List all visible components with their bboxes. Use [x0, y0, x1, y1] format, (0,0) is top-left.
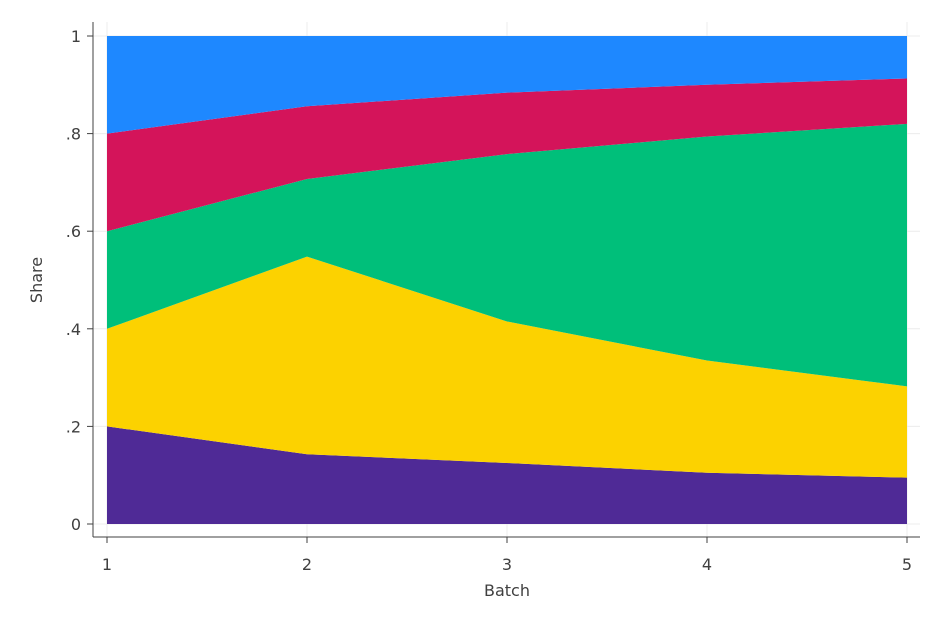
area-series-4 [107, 78, 907, 232]
tick-marks-and-labels: 0 .2 .4 .6 .8 1 1 2 3 4 5 [66, 27, 912, 574]
y-tick-label-5: 1 [71, 27, 81, 46]
y-tick-label-3: .6 [66, 222, 81, 241]
x-tick-label-0: 1 [102, 555, 112, 574]
y-tick-label-2: .4 [66, 320, 81, 339]
x-tick-label-4: 5 [902, 555, 912, 574]
y-tick-label-0: 0 [71, 515, 81, 534]
y-tick-label-1: .2 [66, 417, 81, 436]
area-series-2 [107, 256, 907, 478]
x-axis-title: Batch [484, 581, 530, 600]
x-tick-label-3: 4 [702, 555, 712, 574]
area-series-1 [107, 426, 907, 524]
area-series-3 [107, 123, 907, 387]
y-tick-label-4: .8 [66, 125, 81, 144]
area-series-group [107, 36, 907, 524]
x-tick-label-1: 2 [302, 555, 312, 574]
x-tick-label-2: 3 [502, 555, 512, 574]
area-series-5 [107, 36, 907, 134]
y-axis-title: Share [27, 257, 46, 303]
